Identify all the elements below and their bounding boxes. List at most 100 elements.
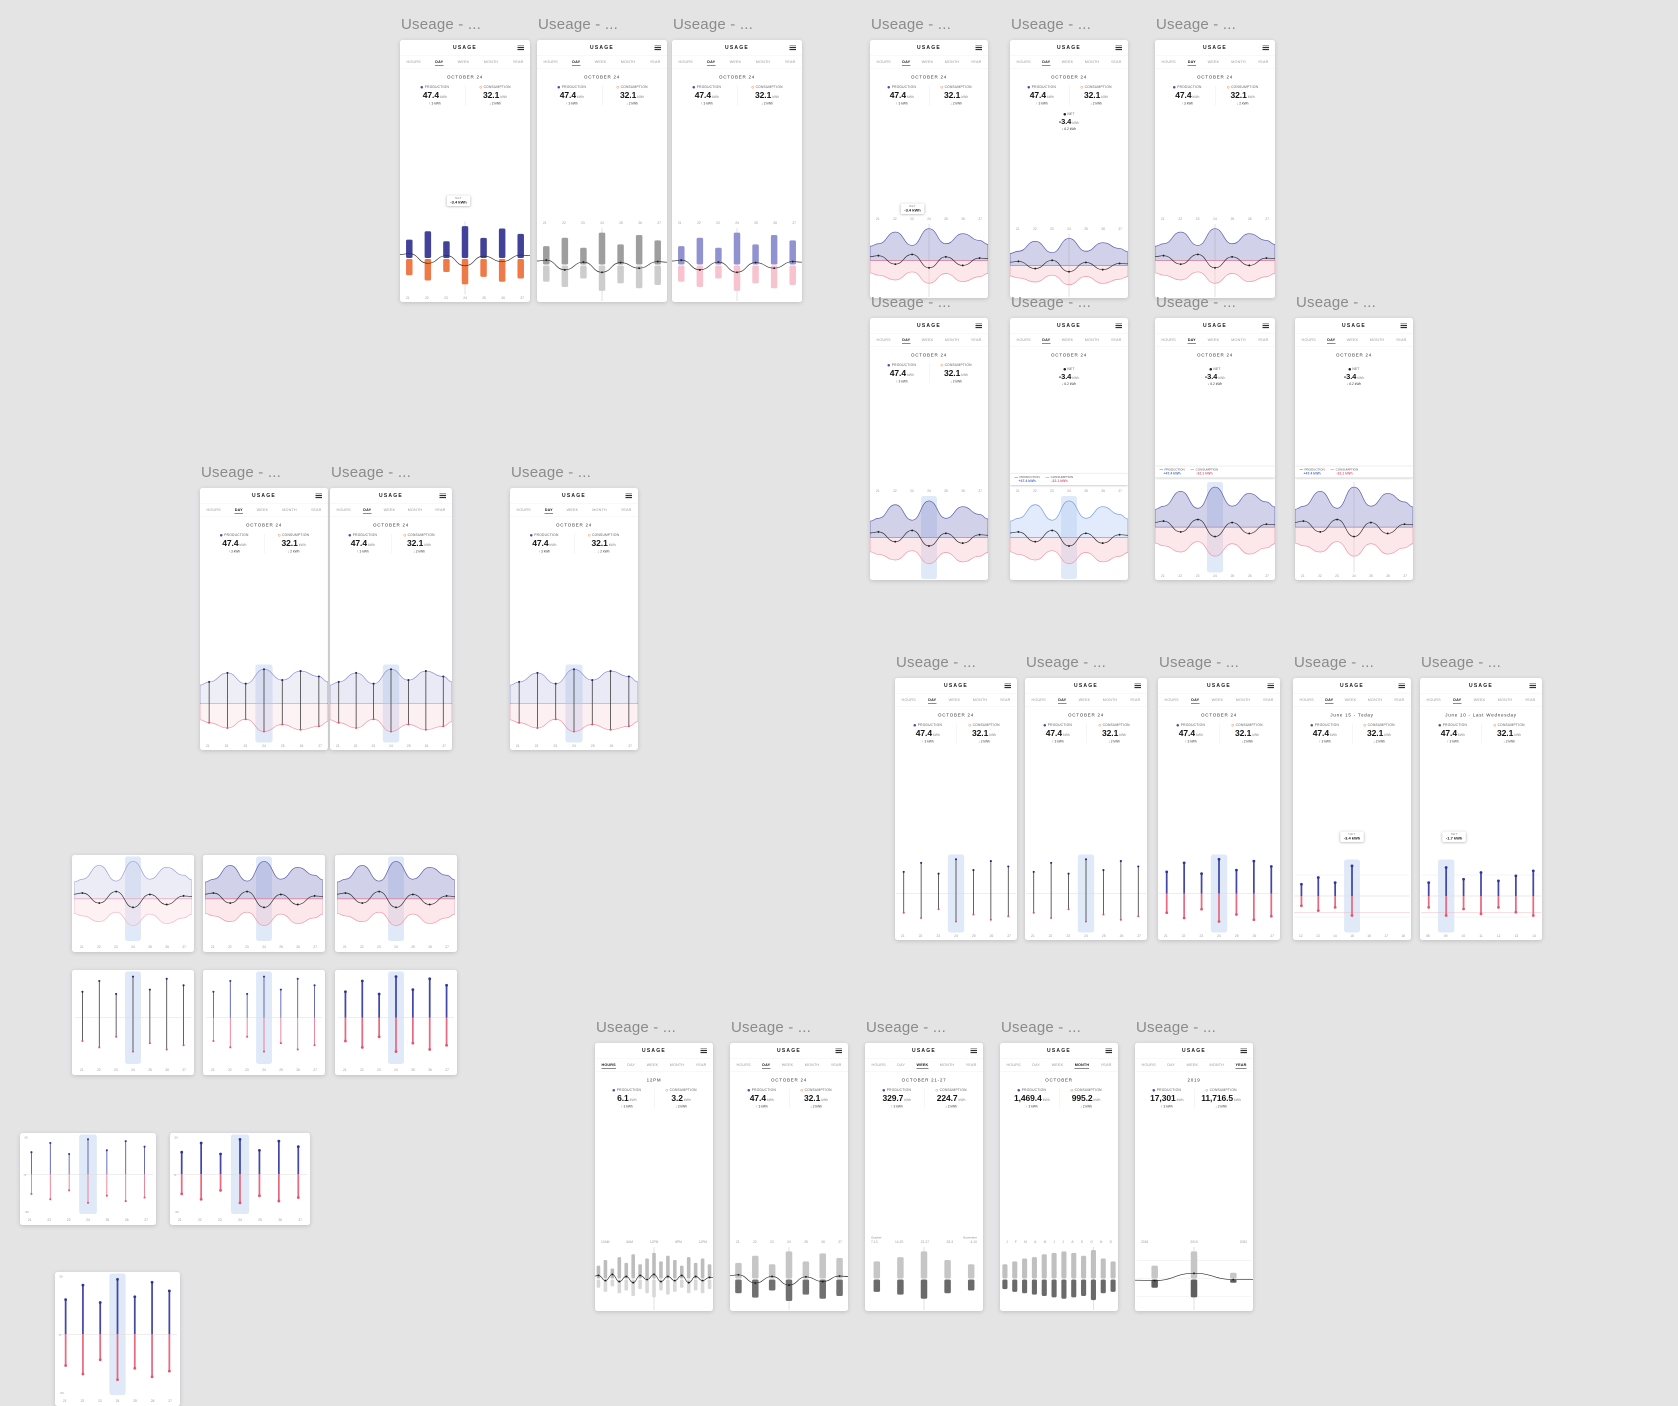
frame-title[interactable]: Useage - ... (896, 654, 976, 671)
tab-year[interactable]: YEAR (1110, 59, 1122, 65)
design-frame[interactable]: Useage - ... USAGE HOURS DAY WEEK MONTH YEAR Ju… (1420, 654, 1542, 940)
design-frame[interactable]: Useage - ... USAGE HOURS DAY WEEK MONTH YEAR OC… (510, 464, 638, 750)
tab-hours[interactable]: HOURS (1006, 1062, 1021, 1068)
tab-month[interactable]: MONTH (407, 507, 423, 513)
tab-hours[interactable]: HOURS (1161, 59, 1176, 65)
tab-week[interactable]: WEEK (1344, 697, 1357, 703)
tab-day[interactable]: DAY (897, 1062, 906, 1068)
frame-title[interactable]: Useage - ... (1421, 654, 1501, 671)
design-frame[interactable]: 21 22 23 24 25 26 27 (335, 970, 457, 1075)
tab-month[interactable]: MONTH (804, 1062, 820, 1068)
tab-day[interactable]: DAY (1187, 337, 1196, 344)
menu-icon[interactable] (625, 492, 632, 499)
design-frame[interactable]: Useage - ... USAGE HOURS DAY WEEK MONTH YEAR OC… (1000, 1019, 1118, 1311)
tab-week[interactable]: WEEK (256, 507, 269, 513)
menu-icon[interactable] (1105, 1047, 1112, 1054)
frame-title[interactable]: Useage - ... (1136, 1019, 1216, 1036)
tab-month[interactable]: MONTH (1231, 337, 1246, 343)
tab-year[interactable]: YEAR (999, 697, 1011, 703)
tab-day[interactable]: DAY (762, 1062, 771, 1069)
design-frame[interactable]: 21 22 23 24 25 26 27 (203, 970, 325, 1075)
tab-month[interactable]: MONTH (1367, 697, 1383, 703)
tab-week[interactable]: WEEK (916, 1062, 929, 1069)
tab-day[interactable]: DAY (1042, 337, 1051, 344)
tab-hours[interactable]: HOURS (516, 507, 531, 513)
tab-year[interactable]: YEAR (1129, 697, 1141, 703)
tab-week[interactable]: WEEK (566, 507, 579, 513)
tab-hours[interactable]: HOURS (1031, 697, 1046, 703)
tab-year[interactable]: YEAR (695, 1062, 707, 1068)
menu-icon[interactable] (700, 1047, 707, 1054)
tab-month[interactable]: MONTH (1074, 1062, 1090, 1069)
tab-year[interactable]: YEAR (1257, 59, 1269, 65)
tab-week[interactable]: WEEK (948, 697, 961, 703)
menu-icon[interactable] (970, 1047, 977, 1054)
design-frame[interactable]: Useage - ... USAGE HOURS DAY WEEK MONTH YEAR OC… (1155, 294, 1275, 580)
frame-title[interactable]: Useage - ... (1026, 654, 1106, 671)
menu-icon[interactable] (1262, 322, 1269, 329)
tab-year[interactable]: YEAR (1110, 337, 1122, 343)
frame-title[interactable]: Useage - ... (1294, 654, 1374, 671)
design-frame[interactable]: Useage - ... USAGE HOURS DAY WEEK MONTH YEAR OC… (330, 464, 452, 750)
tab-week[interactable]: WEEK (1473, 697, 1486, 703)
tab-month[interactable]: MONTH (972, 697, 988, 703)
tab-day[interactable]: DAY (1453, 697, 1462, 704)
tab-hours[interactable]: HOURS (1426, 697, 1441, 703)
tab-hours[interactable]: HOURS (876, 337, 891, 343)
tab-hours[interactable]: HOURS (901, 697, 916, 703)
design-frame[interactable]: 21 22 23 24 25 26 27 (72, 855, 194, 952)
tab-week[interactable]: WEEK (921, 337, 934, 343)
frame-title[interactable]: Useage - ... (1159, 654, 1239, 671)
tab-month[interactable]: MONTH (282, 507, 297, 513)
menu-icon[interactable] (1267, 682, 1274, 689)
tab-month[interactable]: MONTH (669, 1062, 685, 1068)
tab-day[interactable]: DAY (234, 507, 243, 514)
tab-week[interactable]: WEEK (1186, 1062, 1199, 1068)
tab-hours[interactable]: HOURS (876, 59, 891, 65)
tab-year[interactable]: YEAR (620, 507, 632, 513)
frame-title[interactable]: Useage - ... (731, 1019, 811, 1036)
design-frame[interactable]: Useage - ... USAGE HOURS DAY WEEK MONTH YEAR OC… (672, 16, 802, 302)
tab-year[interactable]: YEAR (1524, 697, 1536, 703)
tab-week[interactable]: WEEK (1061, 337, 1074, 343)
tab-month[interactable]: MONTH (1235, 697, 1251, 703)
frame-title[interactable]: Useage - ... (871, 294, 951, 311)
design-frame[interactable]: Useage - ... USAGE HOURS DAY WEEK MONTH YEAR OC… (870, 16, 988, 298)
tab-day[interactable]: DAY (1032, 1062, 1041, 1068)
tab-day[interactable]: DAY (1042, 59, 1051, 66)
frame-title[interactable]: Useage - ... (538, 16, 618, 33)
design-frame[interactable]: Useage - ... USAGE HOURS DAY WEEK MONTH YEAR OC… (1010, 294, 1128, 580)
design-frame[interactable]: Useage - ... USAGE HOURS DAY WEEK MONTH YEAR OC… (400, 16, 530, 302)
design-frame[interactable]: 50 0 -50 21 22 23 24 25 26 27 (20, 1133, 156, 1225)
tab-week[interactable]: WEEK (594, 59, 607, 65)
tab-hours[interactable]: HOURS (1164, 697, 1179, 703)
tab-day[interactable]: DAY (1187, 59, 1196, 66)
tab-day[interactable]: DAY (1167, 1062, 1176, 1068)
menu-icon[interactable] (1262, 44, 1269, 51)
tab-year[interactable]: YEAR (970, 59, 982, 65)
tab-month[interactable]: MONTH (620, 59, 636, 65)
frame-title[interactable]: Useage - ... (1156, 16, 1236, 33)
frame-title[interactable]: Useage - ... (401, 16, 481, 33)
design-frame[interactable]: Useage - ... USAGE HOURS DAY WEEK MONTH YEAR OC… (537, 16, 667, 302)
tab-hours[interactable]: HOURS (736, 1062, 751, 1068)
frame-title[interactable]: Useage - ... (201, 464, 281, 481)
tab-week[interactable]: WEEK (1051, 1062, 1064, 1068)
tab-year[interactable]: YEAR (1395, 337, 1407, 343)
tab-week[interactable]: WEEK (383, 507, 396, 513)
tab-year[interactable]: YEAR (830, 1062, 842, 1068)
menu-icon[interactable] (1004, 682, 1011, 689)
tab-month[interactable]: MONTH (592, 507, 607, 513)
tab-month[interactable]: MONTH (1084, 337, 1100, 343)
tab-week[interactable]: WEEK (729, 59, 742, 65)
tab-day[interactable]: DAY (902, 59, 911, 66)
tab-month[interactable]: MONTH (755, 59, 771, 65)
frame-title[interactable]: Useage - ... (1001, 1019, 1081, 1036)
tab-day[interactable]: DAY (627, 1062, 636, 1068)
menu-icon[interactable] (315, 492, 322, 499)
frame-title[interactable]: Useage - ... (596, 1019, 676, 1036)
design-frame[interactable]: Useage - ... USAGE HOURS DAY WEEK MONTH YEAR OC… (200, 464, 328, 750)
menu-icon[interactable] (1134, 682, 1141, 689)
frame-title[interactable]: Useage - ... (1011, 16, 1091, 33)
tab-year[interactable]: YEAR (434, 507, 446, 513)
